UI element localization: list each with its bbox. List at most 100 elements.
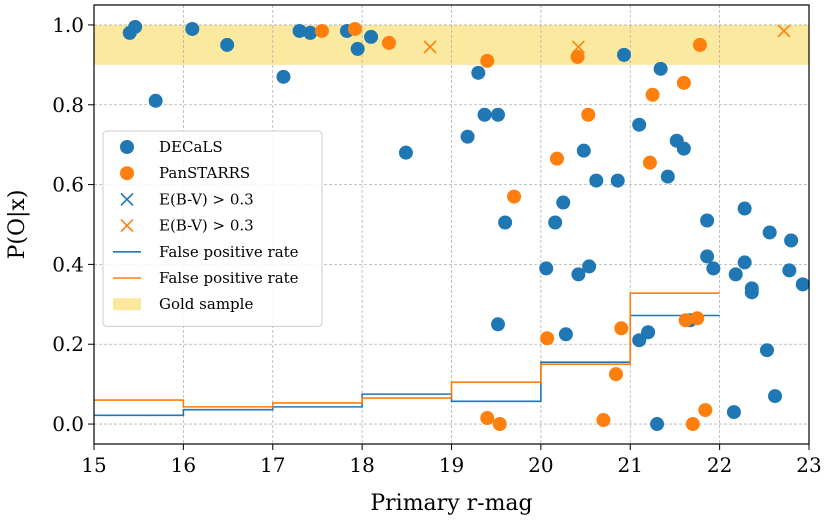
data-point — [759, 343, 774, 358]
data-point — [678, 313, 693, 328]
data-point — [498, 215, 513, 230]
false-positive-rate-line — [94, 292, 720, 408]
data-point — [737, 255, 752, 270]
data-point — [676, 141, 691, 156]
data-point — [700, 249, 715, 264]
data-point — [480, 411, 495, 426]
data-point — [676, 75, 691, 90]
data-point — [795, 277, 810, 292]
legend-marker-band — [113, 298, 141, 311]
data-point — [471, 65, 486, 80]
legend-marker-x — [120, 219, 134, 233]
x-marker-stroke — [777, 24, 791, 38]
legend-marker-x — [120, 192, 134, 206]
x-marker-stroke — [423, 40, 437, 54]
data-point — [148, 93, 163, 108]
legend-label: Gold sample — [159, 295, 253, 313]
data-point — [632, 333, 647, 348]
data-point — [490, 317, 505, 332]
data-point — [381, 35, 396, 50]
x-tick-label: 15 — [81, 453, 106, 477]
data-point — [556, 195, 571, 210]
data-point — [477, 107, 492, 122]
x-marker-stroke — [571, 40, 585, 54]
legend-marker-circle — [120, 166, 134, 181]
data-point — [507, 189, 522, 204]
y-tick-label: 1.0 — [52, 13, 84, 37]
data-point — [728, 267, 743, 282]
data-point — [737, 201, 752, 216]
data-point — [698, 403, 713, 418]
legend-entry: False positive rate — [113, 269, 299, 287]
false-positive-rate-lines — [94, 292, 720, 417]
x-tick-label: 22 — [707, 453, 732, 477]
data-point — [492, 417, 507, 432]
legend-entry: PanSTARRS — [120, 164, 250, 182]
legend-label: PanSTARRS — [159, 164, 250, 182]
data-point — [726, 405, 741, 420]
data-point — [706, 261, 721, 276]
legend-label: E(B-V) > 0.3 — [159, 190, 254, 208]
data-point — [398, 145, 413, 160]
legend-entry: E(B-V) > 0.3 — [120, 217, 254, 235]
legend-marker-circle — [120, 140, 134, 154]
data-point — [548, 215, 563, 230]
data-point — [558, 327, 573, 342]
y-tick-label: 0.6 — [52, 173, 84, 197]
legend-label: False positive rate — [159, 243, 299, 261]
data-point — [582, 259, 597, 274]
data-point — [490, 107, 505, 122]
data-point — [700, 213, 715, 228]
y-tick-label: 0.0 — [52, 412, 84, 436]
x-tick-label: 16 — [171, 453, 196, 477]
y-axis-ticks: 0.0 0.2 0.4 0.6 0.8 1.0 — [52, 13, 94, 436]
data-point — [292, 23, 307, 38]
x-tick-label: 21 — [618, 453, 643, 477]
data-point — [220, 37, 235, 52]
data-point-x — [423, 40, 437, 54]
x-axis-ticks: 15 16 17 18 19 20 21 22 23 — [81, 444, 822, 477]
data-point-x — [571, 40, 585, 54]
data-point — [653, 61, 668, 76]
x-tick-label: 20 — [528, 453, 553, 477]
data-point — [539, 261, 554, 276]
data-point — [782, 263, 797, 278]
data-point — [540, 331, 555, 346]
scatter-points — [122, 19, 810, 432]
data-point — [608, 367, 623, 382]
legend-box — [102, 130, 323, 327]
data-point — [185, 21, 200, 36]
data-point — [744, 285, 759, 300]
x-tick-label: 17 — [260, 453, 285, 477]
y-tick-label: 0.8 — [52, 93, 84, 117]
data-point — [350, 41, 365, 56]
x-tick-label: 18 — [349, 453, 374, 477]
x-tick-label: 23 — [796, 453, 821, 477]
legend-label: False positive rate — [159, 269, 299, 287]
data-point — [642, 155, 657, 170]
data-point — [614, 321, 629, 336]
y-axis-label: P(O|x) — [5, 190, 30, 260]
data-point — [762, 225, 777, 240]
data-point — [347, 21, 362, 36]
y-tick-label: 0.2 — [52, 332, 84, 356]
data-point — [276, 69, 291, 84]
false-positive-rate-line — [94, 314, 720, 417]
data-point — [314, 23, 329, 38]
legend-entry: DECaLS — [120, 138, 223, 156]
x-tick-label: 19 — [439, 453, 464, 477]
data-point — [632, 117, 647, 132]
legend-label: DECaLS — [159, 138, 223, 156]
data-point — [685, 417, 700, 432]
data-point — [660, 169, 675, 184]
data-point — [645, 87, 660, 102]
data-point — [616, 47, 631, 62]
data-point — [610, 173, 625, 188]
y-tick-label: 0.4 — [52, 252, 84, 276]
data-point — [480, 53, 495, 68]
legend: DECaLS PanSTARRS E(B-V) > 0.3 E(B-V) > 0.3 F… — [102, 130, 323, 327]
data-point — [571, 267, 586, 282]
data-point — [650, 417, 665, 432]
legend-entry: Gold sample — [113, 295, 253, 313]
